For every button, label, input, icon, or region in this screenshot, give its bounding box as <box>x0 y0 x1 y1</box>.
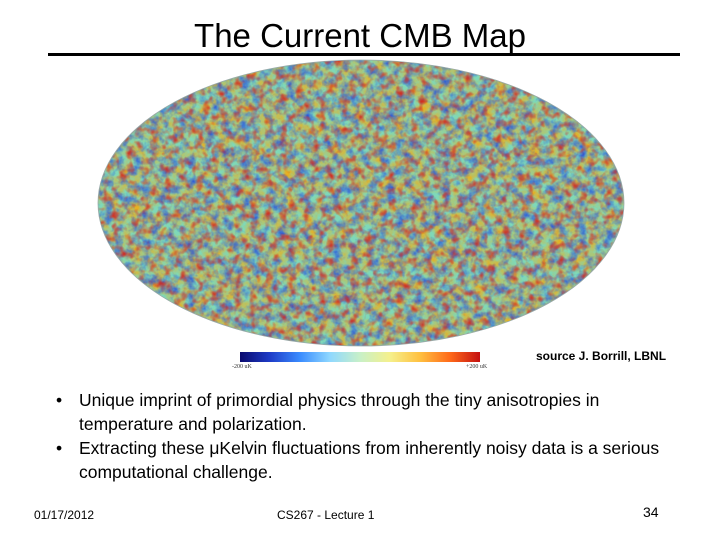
temperature-colorbar <box>240 352 480 362</box>
colorbar-max-label: +200 uK <box>466 364 488 370</box>
bullet-item: • Unique imprint of primordial physics t… <box>56 388 696 436</box>
cmb-sky-map <box>97 59 625 347</box>
footer-date: 01/17/2012 <box>34 508 95 522</box>
bullet-item: • Extracting these μKelvin fluctuations … <box>56 436 696 484</box>
title-underline <box>48 53 680 56</box>
bullet-text: Extracting these μKelvin fluctuations fr… <box>79 438 660 482</box>
colorbar-min-label: -200 uK <box>232 364 252 370</box>
bullet-dot-icon: • <box>56 390 63 410</box>
source-credit: source J. Borrill, LBNL <box>536 349 667 363</box>
slide-title: The Current CMB Map <box>194 17 526 54</box>
bullet-text: Unique imprint of primordial physics thr… <box>79 390 600 434</box>
bullet-dot-icon: • <box>56 438 63 458</box>
page-number: 34 <box>643 504 659 520</box>
bullet-list: • Unique imprint of primordial physics t… <box>56 388 696 484</box>
footer-course: CS267 - Lecture 1 <box>277 508 375 522</box>
